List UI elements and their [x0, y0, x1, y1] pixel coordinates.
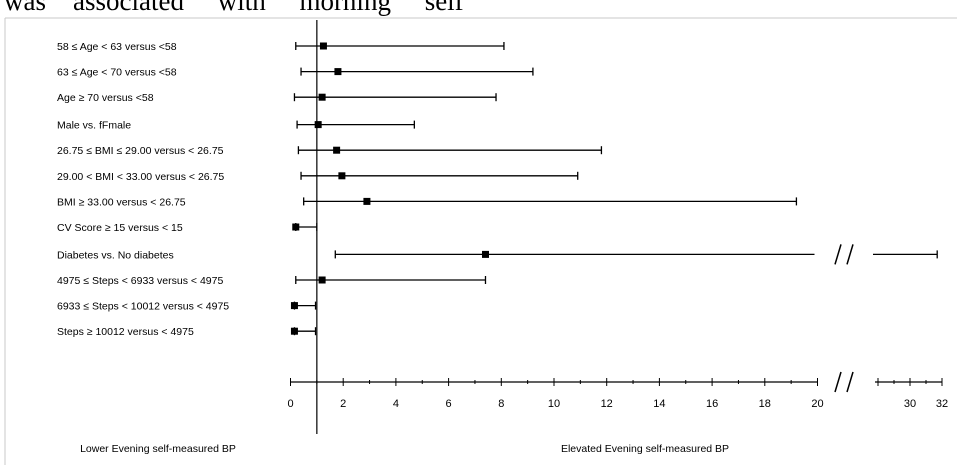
row-label: Age ≥ 70 versus <58	[57, 92, 154, 104]
tick-label: 12	[601, 398, 613, 410]
row-label: CV Score ≥ 15 versus < 15	[57, 222, 183, 234]
footer-right-label: Elevated Evening self-measured BP	[561, 443, 729, 455]
point-estimate	[319, 42, 327, 50]
footer-left-label: Lower Evening self-measured BP	[80, 443, 236, 455]
tick-label: 32	[936, 398, 948, 410]
tick-label: 8	[498, 398, 504, 410]
row-label: 26.75 ≤ BMI ≤ 29.00 versus < 26.75	[57, 145, 224, 157]
tick-label: 16	[706, 398, 718, 410]
tick-label: 18	[759, 398, 771, 410]
axis-break-mark	[846, 244, 854, 265]
axis-break-mark	[846, 371, 854, 393]
point-estimate	[481, 250, 489, 258]
row-label: Diabetes vs. No diabetes	[57, 249, 174, 261]
tick-label: 4	[393, 398, 399, 410]
tick-label: 10	[548, 398, 560, 410]
point-estimate	[363, 197, 371, 205]
point-estimate	[292, 223, 300, 231]
row-label: 6933 ≤ Steps < 10012 versus < 4975	[57, 301, 229, 313]
row-label: 63 ≤ Age < 70 versus <58	[57, 67, 177, 79]
row-label: Male vs. fFmale	[57, 120, 131, 132]
x-axis: 0 2 4 6 8 10 12 14 16 18 20 30 32	[287, 371, 948, 410]
point-estimate	[318, 93, 326, 101]
point-estimate	[318, 276, 326, 284]
point-estimate	[314, 121, 322, 129]
row-label: 58 ≤ Age < 63 versus <58	[57, 41, 177, 53]
tick-label: 0	[287, 398, 293, 410]
forest-rows: 58 ≤ Age < 63 versus <58 63 ≤ Age < 70 ve…	[57, 20, 938, 434]
tick-label: 20	[811, 398, 823, 410]
axis-break-mark	[834, 244, 842, 265]
row-label: Steps ≥ 10012 versus < 4975	[57, 326, 194, 338]
row-label: 29.00 < BMI < 33.00 versus < 26.75	[57, 171, 224, 183]
row-label: BMI ≥ 33.00 versus < 26.75	[57, 196, 186, 208]
point-estimate	[333, 146, 341, 154]
tick-label: 14	[653, 398, 665, 410]
tick-label: 6	[446, 398, 452, 410]
point-estimate	[290, 302, 298, 310]
point-estimate	[338, 172, 346, 180]
point-estimate	[290, 327, 298, 335]
axis-break-mark	[834, 371, 842, 393]
row-label: 4975 ≤ Steps < 6933 versus < 4975	[57, 275, 223, 287]
point-estimate	[334, 68, 342, 76]
tick-label: 30	[904, 398, 916, 410]
tick-label: 2	[340, 398, 346, 410]
header-text-fragment: was associated with morning self	[4, 0, 464, 16]
